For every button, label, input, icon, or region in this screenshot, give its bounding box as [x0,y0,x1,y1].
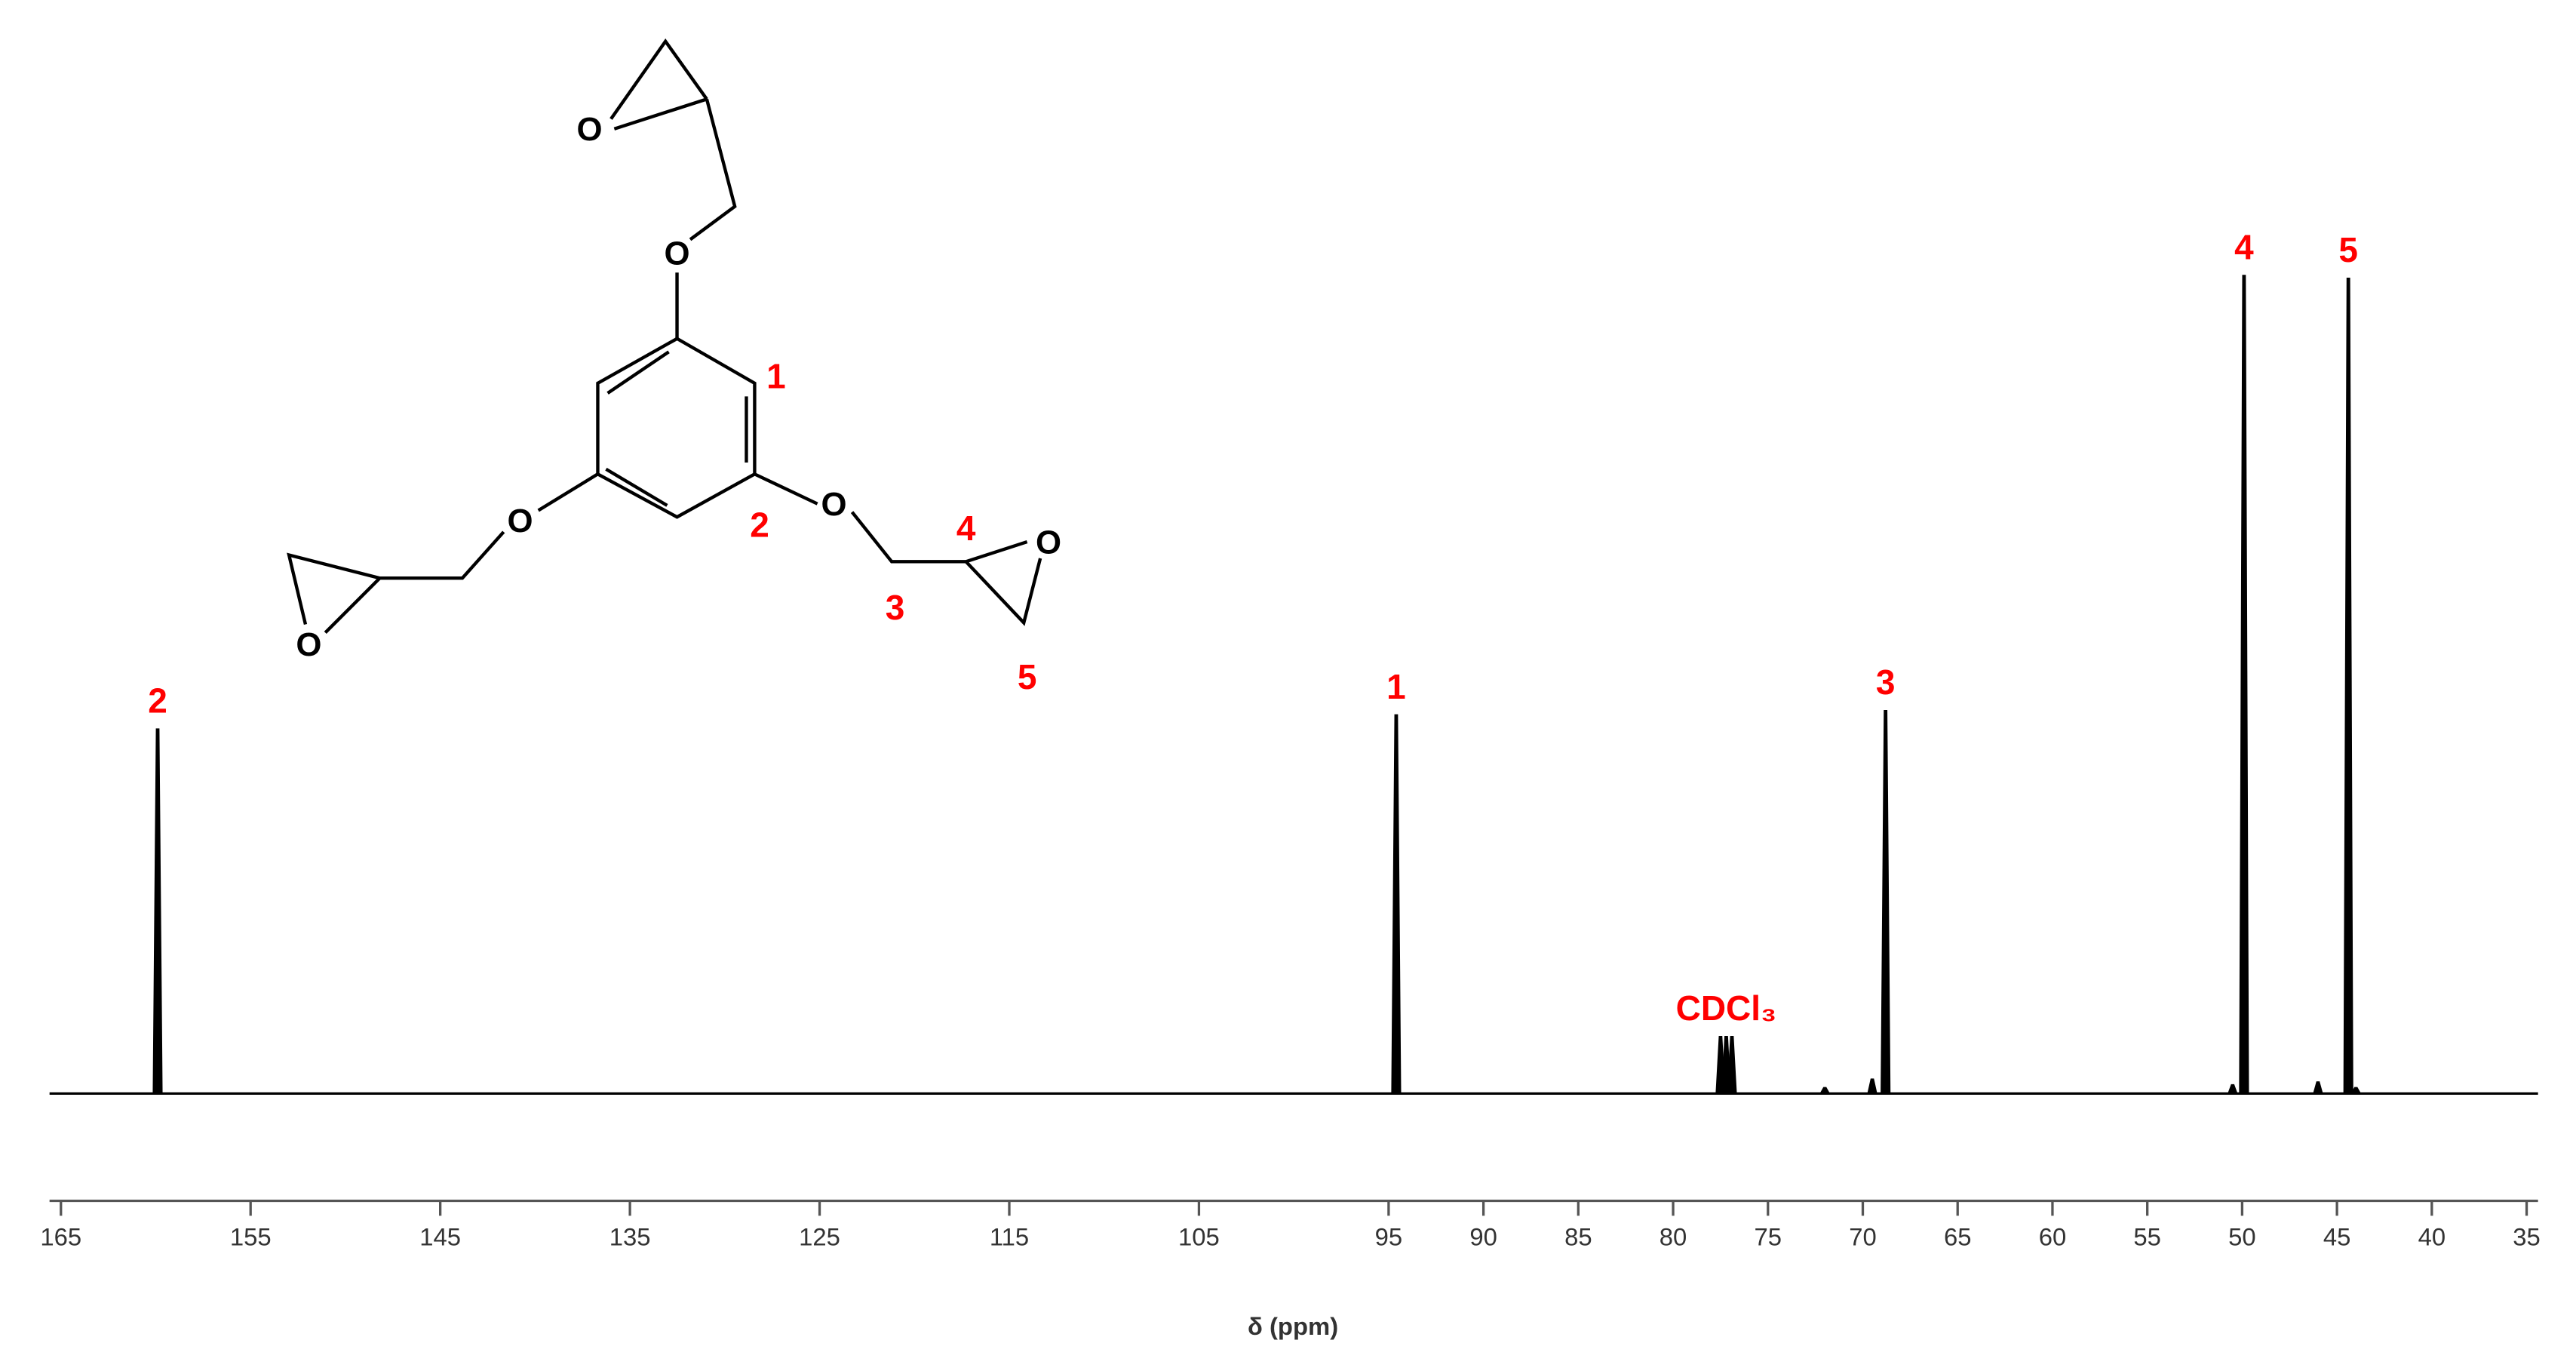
x-tick-label: 105 [1178,1223,1220,1251]
x-tick-label: 80 [1660,1223,1687,1251]
top-arm [609,38,737,339]
atom-label: O [508,503,533,539]
atom-label: O [576,111,602,148]
peak [2343,278,2353,1094]
peak [2239,275,2249,1094]
x-tick-label: 145 [419,1223,461,1251]
x-tick-label: 55 [2133,1223,2161,1251]
x-tick-label: 70 [1849,1223,1877,1251]
x-tick-label: 50 [2228,1223,2256,1251]
position-label: 2 [750,505,769,544]
position-label: 1 [766,356,786,395]
peak [1867,1078,1878,1094]
x-tick-label: 165 [40,1223,81,1251]
x-tick-label: 60 [2039,1223,2067,1251]
peak-label: 2 [148,681,167,721]
peak [1391,714,1402,1094]
peak-label: 3 [1876,662,1896,702]
x-tick-label: 45 [2323,1223,2351,1251]
atom-label: O [665,235,690,272]
atom-label: O [1036,524,1061,561]
peak [2228,1084,2238,1094]
double-bonds [605,350,748,507]
right-arm [754,472,1042,626]
benzene-ring [596,337,757,519]
x-tick-label: 35 [2513,1223,2541,1251]
x-tick-label: 90 [1469,1223,1497,1251]
peak [1819,1087,1830,1094]
peak-label: 5 [2338,230,2358,269]
atom-label: O [296,626,321,663]
position-label: 3 [886,588,905,627]
position-label: 5 [1018,657,1037,696]
peak [2313,1081,2323,1094]
x-axis-label: δ (ppm) [1248,1312,1338,1340]
x-tick-label: 155 [230,1223,272,1251]
peak-label: 4 [2234,227,2254,266]
x-tick-label: 125 [799,1223,840,1251]
peak-label: CDCl₃ [1676,988,1777,1028]
peak [2350,1087,2361,1094]
x-tick-label: 65 [1944,1223,1972,1251]
peak [1881,709,1891,1094]
x-tick-label: 75 [1755,1223,1782,1251]
x-tick-label: 95 [1375,1223,1403,1251]
peak [1727,1035,1737,1094]
peak [152,728,163,1094]
atom-label: O [821,486,846,523]
x-tick-label: 115 [990,1223,1029,1251]
left-arm [287,472,599,634]
x-tick-label: 135 [609,1223,651,1251]
x-tick-label: 85 [1564,1223,1592,1251]
x-tick-label: 40 [2418,1223,2446,1251]
molecule: O O O O O O 1 2 3 4 5 [287,38,1061,696]
peak-label: 1 [1386,667,1406,706]
position-label: 4 [956,509,976,548]
